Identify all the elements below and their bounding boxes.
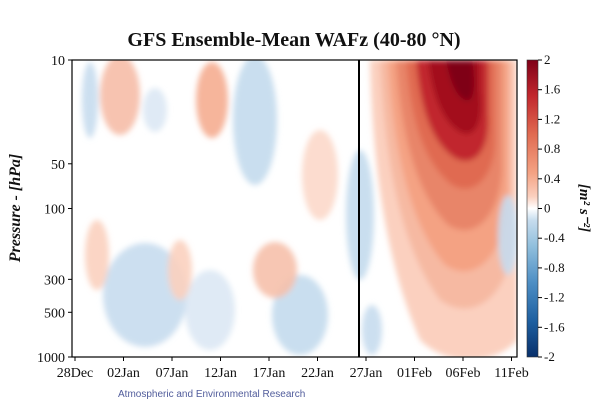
y-tick-label: 300	[44, 273, 65, 288]
colorbar-tick-label: 0.4	[544, 171, 561, 186]
y-axis-label: Pressure - [hPa]	[7, 154, 24, 263]
colorbar-tick-label: -1.6	[544, 319, 565, 334]
x-tick-label: 02Jan	[107, 366, 140, 381]
x-axis: 28Dec 02Jan 07Jan 12Jan 17Jan 22Jan 27Jan 01Feb…	[57, 357, 529, 381]
anomaly-pos-2	[196, 62, 228, 138]
x-tick-label: 12Jan	[204, 366, 237, 381]
y-axis: 10 50 100 300 500 1000	[37, 54, 72, 366]
anomaly-pos-6	[302, 130, 338, 220]
x-tick-label: 28Dec	[57, 366, 94, 381]
anomaly-pos-5	[168, 240, 192, 300]
anomaly-pos-4	[85, 220, 109, 290]
colorbar-tick-label: -2	[544, 349, 555, 364]
colorbar-tick-label: 2	[544, 52, 551, 67]
anomaly-pos-1	[100, 60, 140, 135]
x-tick-label: 06Feb	[446, 366, 481, 381]
colorbar-label: [m² s⁻²]	[576, 184, 592, 232]
watermark-text: Atmospheric and Environmental Research	[118, 389, 305, 400]
x-tick-label: 11Feb	[494, 366, 528, 381]
anomaly-neg-8	[362, 305, 382, 355]
anomaly-pos-3	[253, 242, 297, 298]
chart-title: GFS Ensemble-Mean WAFz (40-80 °N)	[127, 29, 460, 51]
colorbar-body	[526, 59, 539, 358]
colorbar-tick-label: -0.4	[544, 230, 565, 245]
plume-neg-edge	[498, 195, 517, 275]
y-tick-label: 100	[44, 203, 65, 218]
anomaly-neg-2	[82, 62, 98, 138]
anomaly-neg-1	[233, 60, 277, 185]
x-tick-label: 27Jan	[350, 366, 383, 381]
colorbar-tick-label: 1.2	[544, 111, 560, 126]
y-tick-label: 50	[51, 158, 65, 173]
colorbar-tick-label: 0.8	[544, 141, 560, 156]
y-tick-label: 10	[51, 54, 65, 69]
anomaly-neg-5	[185, 270, 235, 350]
x-tick-label: 01Feb	[397, 366, 432, 381]
x-tick-label: 17Jan	[253, 366, 286, 381]
forecast-plume	[370, 60, 517, 357]
heatmap-field	[82, 60, 517, 357]
colorbar-tick-label: 0	[544, 201, 551, 216]
x-tick-label: 22Jan	[301, 366, 334, 381]
x-tick-label: 07Jan	[156, 366, 189, 381]
colorbar-tick-label: -1.2	[544, 290, 565, 305]
colorbar-ticks: 2 1.6 1.2 0.8 0.4 0 -0.4 -0.8 -1.2 -1.6 -2	[538, 52, 565, 364]
anomaly-neg-4	[103, 243, 187, 347]
plot-area: 10 50 100 300 500 1000 28Dec 02Jan 07Jan 12Jan 17…	[37, 54, 529, 381]
colorbar-tick-label: -0.8	[544, 260, 565, 275]
colorbar-tick-label: 1.6	[544, 82, 561, 97]
colorbar: 2 1.6 1.2 0.8 0.4 0 -0.4 -0.8 -1.2 -1.6 -2	[526, 52, 565, 364]
y-tick-label: 500	[44, 306, 65, 321]
watermark: Atmospheric and Environmental Research	[118, 389, 305, 400]
anomaly-neg-3	[143, 88, 167, 132]
anomaly-neg-6	[272, 275, 328, 355]
y-tick-label: 1000	[37, 351, 65, 366]
plume-level-8	[446, 60, 474, 101]
